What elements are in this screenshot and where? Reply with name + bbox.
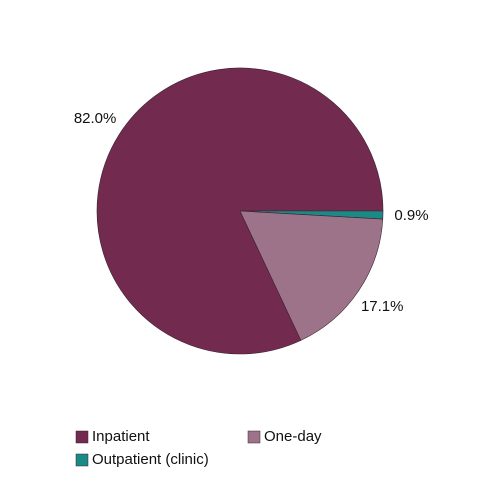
legend-label: One-day (264, 428, 322, 445)
legend-label: Inpatient (92, 428, 150, 445)
legend-label: Outpatient (clinic) (92, 451, 209, 468)
pie-slice (239, 210, 384, 341)
value-label: 0.9% (394, 207, 428, 224)
value-label: 82.0% (74, 110, 117, 127)
legend-swatch (247, 430, 261, 444)
legend-swatch (75, 453, 89, 467)
value-label: 17.1% (361, 298, 404, 315)
legend-swatch (75, 430, 89, 444)
